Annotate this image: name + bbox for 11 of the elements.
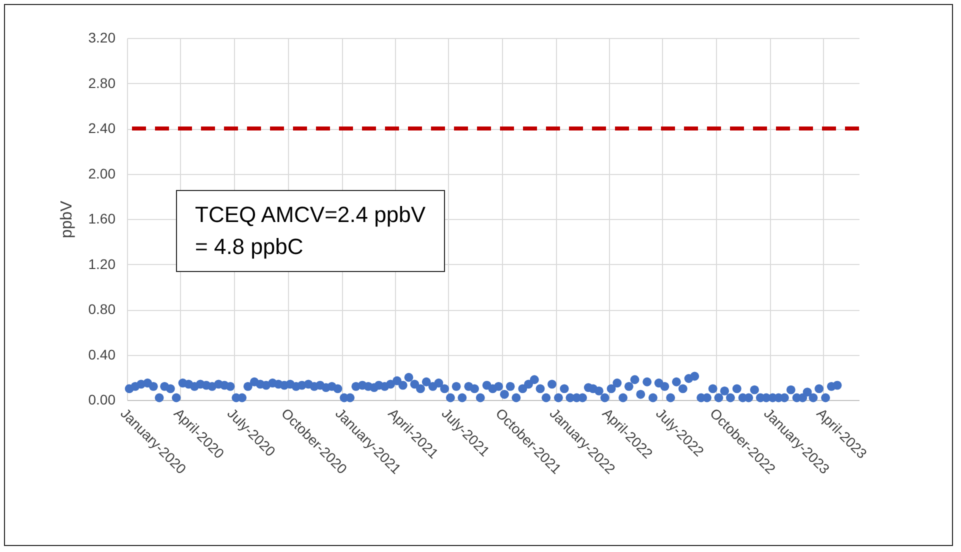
y-axis-title: ppbV xyxy=(58,200,76,238)
y-tick-label: 0.80 xyxy=(88,301,116,317)
y-tick-label: 3.20 xyxy=(88,30,116,46)
y-tick-label: 1.60 xyxy=(88,210,116,226)
y-tick-label: 0.40 xyxy=(88,346,116,362)
y-tick-label: 1.20 xyxy=(88,256,116,272)
y-tick-label: 2.40 xyxy=(88,120,116,136)
y-tick-label: 2.80 xyxy=(88,74,116,91)
annotation: TCEQ AMCV=2.4 ppbV = 4.8 ppbC xyxy=(176,190,444,272)
y-tick-label: 0.00 xyxy=(88,392,116,408)
y-tick-label: 2.00 xyxy=(88,165,116,182)
